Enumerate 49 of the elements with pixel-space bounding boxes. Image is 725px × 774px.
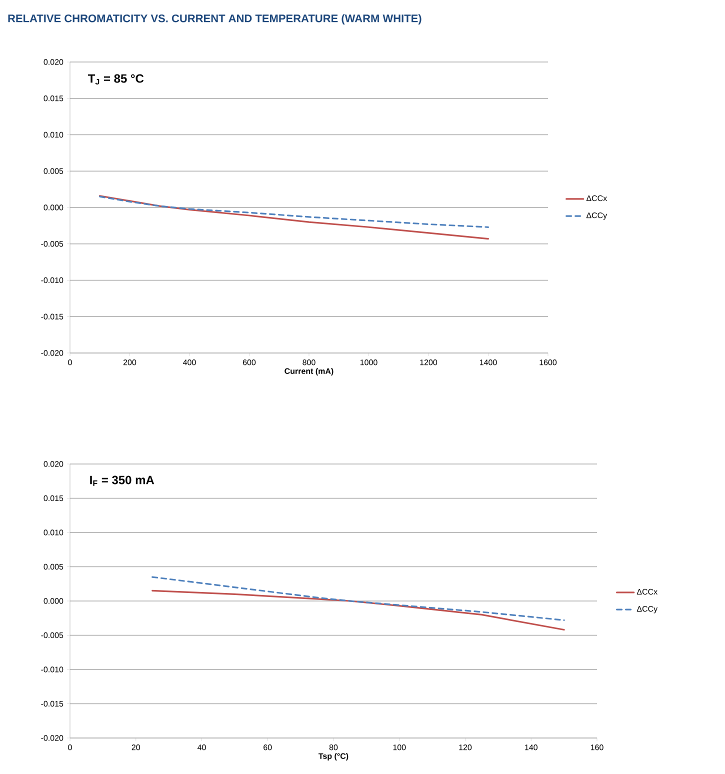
x-tick-label: 600 (242, 360, 256, 366)
x-tick-label: 800 (302, 360, 316, 366)
x-tick-label: 0 (68, 360, 72, 366)
y-tick-label: 0.015 (44, 96, 64, 102)
x-tick-label: 80 (329, 744, 338, 750)
x-tick-label: 140 (525, 744, 538, 750)
y-tick-label: 0.010 (44, 530, 64, 536)
x-axis-title: Tsp (°C) (318, 753, 348, 761)
y-tick-label: 0.000 (44, 598, 64, 604)
y-tick-label: -0.020 (41, 735, 64, 741)
x-tick-label: 1600 (540, 360, 557, 366)
y-tick-label: -0.005 (41, 632, 64, 638)
y-tick-label: 0.020 (44, 461, 64, 467)
line-series (99, 195, 490, 240)
x-tick-label: 100 (393, 744, 406, 750)
y-tick-label: 0.005 (44, 168, 64, 174)
annotation: I$_{F}$ = 350 mA (90, 476, 154, 486)
y-tick-label: -0.010 (41, 277, 64, 284)
legend-label: ΔCCy (586, 212, 608, 220)
legend-label: ΔCCx (636, 588, 658, 595)
legend-label: ΔCCy (636, 606, 658, 614)
x-tick-label: 160 (590, 744, 604, 750)
line-series (152, 576, 565, 621)
legend-label: ΔCCx (586, 195, 608, 202)
y-tick-label: -0.010 (41, 666, 64, 672)
chart-title: RELATIVE CHROMATICITY VS. CURRENT AND TEMPERATURE (WARM WHITE) (8, 14, 422, 24)
y-tick-label: 0.005 (44, 564, 64, 570)
y-tick-label: 0.010 (44, 132, 64, 138)
y-tick-label: 0.015 (44, 495, 64, 502)
line-series (99, 196, 490, 228)
line-series (152, 590, 565, 631)
x-tick-label: 400 (183, 360, 196, 366)
y-tick-label: -0.015 (41, 314, 64, 320)
y-tick-label: -0.020 (41, 350, 64, 356)
x-tick-label: 120 (459, 744, 472, 750)
x-tick-label: 1000 (360, 360, 378, 366)
y-tick-label: -0.015 (41, 700, 64, 707)
x-tick-label: 1400 (480, 360, 497, 366)
x-tick-label: 60 (264, 744, 272, 750)
annotation: T$_{J}$ = 85 °C (88, 74, 144, 85)
x-axis-title: Current (mA) (284, 368, 334, 376)
x-tick-label: 0 (68, 744, 72, 750)
y-tick-label: -0.005 (41, 241, 64, 247)
x-tick-label: 200 (123, 360, 136, 366)
y-tick-label: 0.000 (44, 204, 64, 210)
x-tick-label: 40 (197, 744, 206, 750)
x-tick-label: 1200 (420, 360, 438, 366)
y-tick-label: 0.020 (44, 59, 64, 65)
x-tick-label: 20 (132, 744, 140, 750)
